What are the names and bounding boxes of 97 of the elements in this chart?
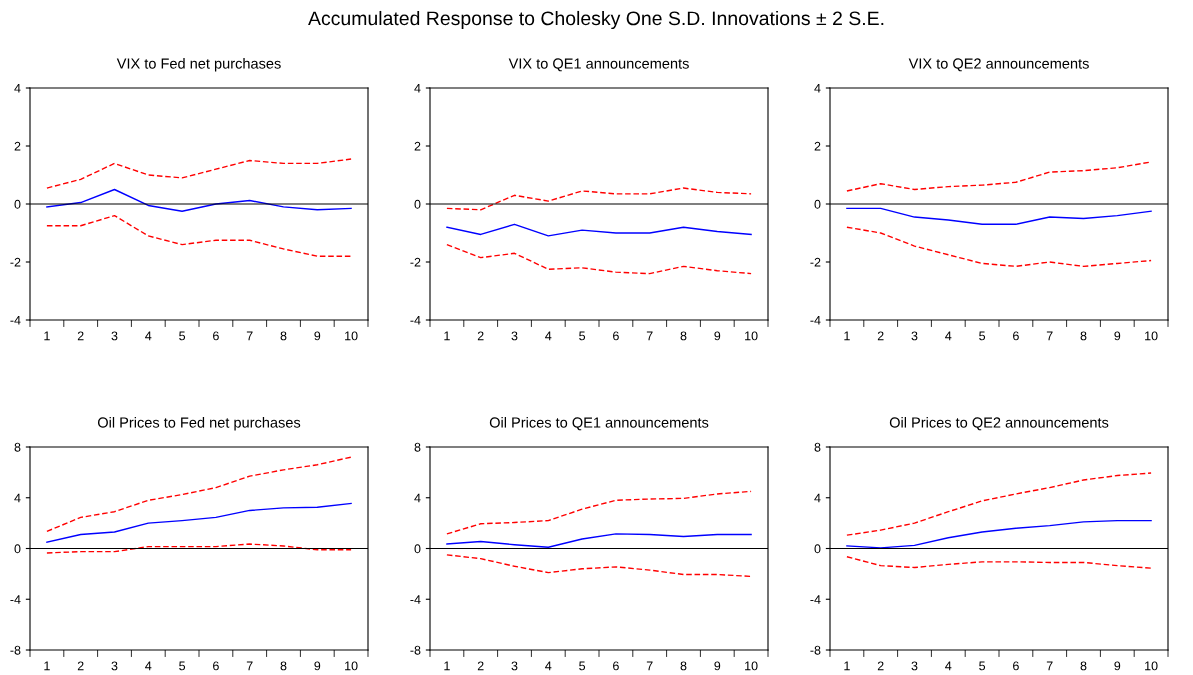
x-tick-label: 10 [345, 661, 358, 671]
chart-title: Oil Prices to QE1 announcements [489, 416, 709, 431]
x-tick-label: 6 [213, 661, 219, 671]
y-tick-label: 8 [814, 442, 821, 452]
x-tick-label: 8 [280, 661, 287, 671]
x-tick-label: 10 [1145, 331, 1158, 341]
x-tick-label: 10 [345, 331, 358, 341]
x-tick-label: 1 [844, 331, 850, 341]
x-tick-label: 7 [646, 331, 653, 341]
chart-title: Oil Prices to Fed net purchases [97, 416, 301, 431]
x-tick-label: 5 [579, 331, 586, 341]
y-tick-label: -8 [810, 645, 821, 655]
y-tick-label: 2 [814, 141, 821, 151]
x-tick-label: 1 [44, 661, 50, 671]
chart-title: VIX to QE1 announcements [508, 58, 689, 72]
x-tick-label: 7 [646, 661, 653, 671]
x-tick-label: 5 [179, 331, 186, 341]
y-tick-label: 4 [14, 493, 21, 503]
x-tick-label: 1 [444, 331, 450, 341]
x-tick-label: 8 [1080, 331, 1087, 341]
y-tick-label: 0 [814, 544, 821, 554]
x-tick-label: 1 [44, 331, 50, 341]
x-tick-label: 8 [680, 661, 687, 671]
y-tick-label: 4 [814, 493, 821, 503]
x-tick-label: 4 [145, 331, 152, 341]
x-tick-label: 6 [1013, 661, 1019, 671]
x-tick-label: 5 [179, 661, 186, 671]
x-tick-label: 6 [213, 331, 219, 341]
x-tick-label: 10 [745, 661, 758, 671]
x-tick-label: 8 [1080, 661, 1087, 671]
y-tick-label: 0 [14, 199, 21, 209]
y-tick-label: 4 [414, 83, 421, 93]
x-tick-label: 9 [1114, 661, 1121, 671]
x-tick-label: 1 [844, 661, 850, 671]
x-tick-label: 7 [246, 661, 253, 671]
chart-title: VIX to Fed net purchases [116, 57, 281, 72]
x-tick-label: 7 [1046, 661, 1053, 671]
x-tick-label: 6 [613, 661, 619, 671]
y-tick-label: -4 [410, 315, 421, 325]
x-tick-label: 8 [280, 331, 287, 341]
x-tick-label: 7 [1046, 331, 1053, 341]
y-tick-label: -4 [810, 595, 821, 604]
x-tick-label: 3 [111, 661, 118, 671]
y-tick-label: 0 [414, 199, 421, 209]
y-tick-label: -4 [10, 595, 21, 604]
y-tick-label: 2 [14, 141, 21, 151]
x-tick-label: 5 [979, 661, 986, 671]
y-tick-label: -2 [10, 257, 21, 267]
y-tick-label: 0 [814, 199, 821, 209]
y-tick-label: 4 [814, 83, 821, 93]
x-tick-label: 3 [911, 331, 918, 341]
y-tick-label: -8 [10, 645, 21, 655]
x-tick-label: 2 [877, 661, 884, 671]
x-tick-label: 5 [579, 661, 586, 671]
y-tick-label: 0 [14, 544, 21, 554]
x-tick-label: 4 [945, 331, 952, 341]
x-tick-label: 1 [444, 661, 450, 671]
x-tick-label: 2 [77, 661, 84, 671]
x-tick-label: 6 [613, 331, 619, 341]
x-tick-label: 6 [1013, 331, 1019, 341]
x-tick-label: 9 [314, 661, 321, 671]
chart-title: VIX to QE2 announcements [908, 58, 1089, 72]
x-tick-label: 8 [680, 331, 687, 341]
x-tick-label: 2 [477, 331, 484, 341]
x-tick-label: 9 [314, 331, 321, 341]
y-tick-label: 8 [414, 442, 421, 452]
x-tick-label: 7 [246, 331, 253, 341]
x-tick-label: 4 [545, 331, 552, 341]
y-tick-label: -8 [410, 645, 421, 655]
y-tick-label: 4 [14, 83, 21, 93]
x-tick-label: 9 [1114, 331, 1121, 341]
x-tick-label: 9 [714, 661, 721, 671]
y-tick-label: 8 [14, 442, 21, 452]
x-tick-label: 2 [477, 661, 484, 671]
x-tick-label: 3 [511, 661, 518, 671]
x-tick-label: 9 [714, 331, 721, 341]
chart-title: Oil Prices to QE2 announcements [889, 416, 1109, 431]
x-tick-label: 5 [979, 331, 986, 341]
x-tick-label: 2 [877, 331, 884, 341]
y-tick-label: 2 [414, 141, 421, 151]
x-tick-label: 3 [911, 661, 918, 671]
y-tick-label: 0 [414, 544, 421, 554]
x-tick-label: 10 [745, 331, 758, 341]
x-tick-label: 4 [945, 661, 952, 671]
y-tick-label: -4 [810, 315, 821, 325]
x-tick-label: 2 [77, 331, 84, 341]
y-tick-label: -4 [10, 315, 21, 325]
x-tick-label: 3 [111, 331, 118, 341]
x-tick-label: 4 [545, 661, 552, 671]
text: Accumulated Response to Cholesky One S.D. Innovations ± 2 S.E. [308, 10, 884, 30]
y-tick-label: -2 [410, 257, 421, 267]
y-tick-label: 4 [414, 493, 421, 503]
x-tick-label: 3 [511, 331, 518, 341]
x-tick-label: 4 [145, 661, 152, 671]
y-tick-label: -2 [810, 257, 821, 267]
y-tick-label: -4 [410, 595, 421, 604]
x-tick-label: 10 [1145, 661, 1158, 671]
